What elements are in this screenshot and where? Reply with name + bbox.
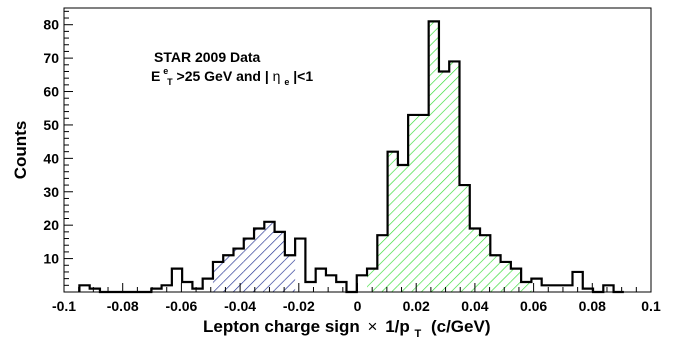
hatched-fills (212, 21, 532, 292)
x-tick-label: 0.04 (461, 298, 488, 314)
histogram-bin-fill (428, 21, 439, 292)
annotation-eta-sub: e (284, 77, 289, 87)
annotation-mid: >25 GeV and | (177, 68, 269, 84)
y-tick-label: 80 (43, 17, 59, 33)
x-axis-title: Lepton charge sign × 1/p T (c/GeV) (203, 317, 491, 341)
histogram-bin-fill (397, 165, 409, 292)
x-tick-label: -0.08 (107, 298, 139, 314)
histogram-bin-fill (438, 71, 450, 292)
histogram-bin-fill (233, 248, 244, 292)
x-tick-label: 0.1 (641, 298, 661, 314)
annotation-end: |<1 (293, 68, 313, 84)
tick-labels: -0.1 -0.08 -0.06 -0.04 -0.02 0 0.02 0.04 0.06 0.0… (43, 17, 661, 314)
histogram-bin-fill (387, 151, 398, 292)
x-tick-label: -0.02 (283, 298, 315, 314)
x-tick-label: 0.02 (403, 298, 430, 314)
x-tick-label: -0.1 (52, 298, 76, 314)
y-tick-label: 70 (43, 50, 59, 66)
histogram-bin-fill (367, 268, 378, 292)
x-axis-title-tail: 1/p (385, 317, 410, 336)
annotation-E-sup: e (163, 66, 168, 76)
x-axis-title-sub: T (415, 328, 422, 340)
y-tick-label: 20 (43, 217, 59, 233)
histogram-bin-fill (284, 255, 296, 292)
y-tick-label: 40 (43, 150, 59, 166)
histogram-bin-fill (254, 228, 265, 292)
x-tick-label: -0.06 (165, 298, 197, 314)
histogram-bin-fill (408, 114, 419, 292)
y-tick-label: 30 (43, 184, 59, 200)
histogram-bin-fill (469, 228, 481, 292)
histogram-bin-fill (500, 261, 511, 292)
histogram-bin-fill (480, 235, 491, 292)
x-tick-label: 0.08 (579, 298, 606, 314)
plot-frame (63, 7, 652, 293)
x-tick-label: -0.04 (224, 298, 256, 314)
histogram-bin-fill (377, 235, 388, 292)
histogram-bin-fill (212, 261, 224, 292)
axes (63, 8, 652, 293)
histogram-bin-fill (418, 114, 429, 292)
histogram-bin-fill (264, 221, 275, 292)
histogram-bin-fill (510, 268, 522, 292)
x-axis-title-main: Lepton charge sign (203, 317, 360, 336)
annotation-eta: η (273, 68, 281, 84)
histogram-bin-fill (274, 231, 285, 292)
histogram-bin-fill (521, 281, 532, 292)
histogram-bin-fill (459, 185, 470, 292)
histogram-bin-fill (223, 255, 234, 292)
annotation-line-1: STAR 2009 Data (154, 49, 261, 65)
histogram-bin-fill (243, 238, 255, 292)
y-axis-title: Counts (11, 121, 30, 180)
histogram-bin-fill (490, 255, 501, 292)
annotation-E: E (151, 68, 160, 84)
annotation-E-sub: T (167, 77, 173, 87)
x-axis-title-unit: (c/GeV) (431, 317, 491, 336)
x-axis-title-times: × (368, 317, 378, 336)
x-tick-label: 0.06 (520, 298, 547, 314)
y-tick-label: 60 (43, 84, 59, 100)
annotation-line-2: E e T >25 GeV and | η e |<1 (151, 61, 313, 88)
y-tick-label: 10 (43, 251, 59, 267)
x-tick-label: 0 (354, 298, 362, 314)
y-tick-label: 50 (43, 117, 59, 133)
histogram-bin-fill (449, 61, 460, 292)
